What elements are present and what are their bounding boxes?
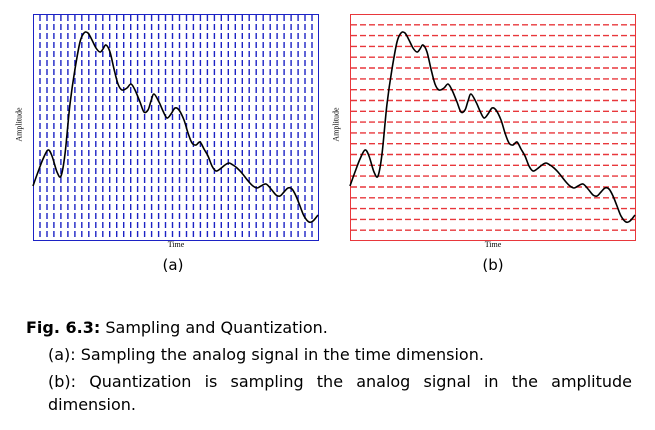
plot-a-sampling-lines [39, 15, 313, 240]
plot-b-signal-curve [349, 31, 636, 224]
plot-a-ylabel: Amplitude [14, 107, 24, 142]
caption-title-line: Fig. 6.3: Sampling and Quantization. [26, 316, 632, 339]
plot-b-frame [350, 14, 636, 241]
plot-b-quantization [349, 14, 636, 241]
plot-b-xlabel: Time [484, 240, 502, 249]
plot-b-sublabel: (b) [482, 256, 504, 274]
plot-a-xlabel: Time [167, 240, 185, 249]
plot-a-frame [33, 14, 319, 241]
caption-figure-number: Fig. 6.3: [26, 318, 101, 337]
plot-a-signal-curve [32, 31, 319, 224]
caption-title: Sampling and Quantization. [100, 318, 328, 337]
plot-a-sampling [32, 14, 319, 241]
plot-a-sublabel: (a) [162, 256, 184, 274]
plot-b-quantization-levels [351, 24, 635, 231]
caption-item-b: (b): Quantization is sampling the analog… [48, 372, 632, 414]
plot-b-ylabel: Amplitude [331, 107, 341, 142]
caption-item-a: (a): Sampling the analog signal in the t… [48, 345, 484, 364]
figure-caption: Fig. 6.3: Sampling and Quantization. (a)… [26, 316, 632, 416]
